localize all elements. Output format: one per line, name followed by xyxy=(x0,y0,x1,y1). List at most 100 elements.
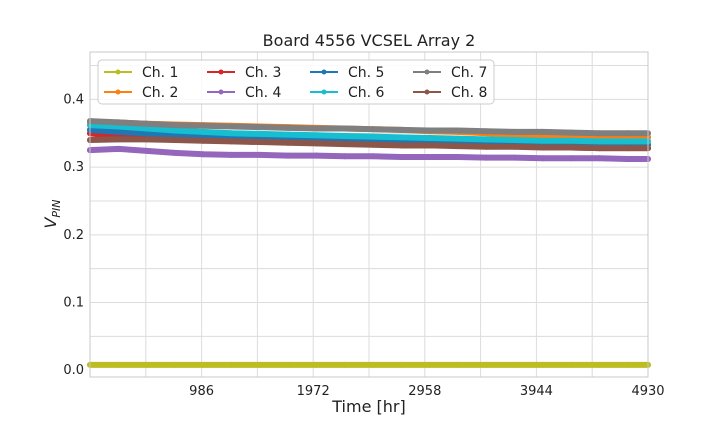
legend-label: Ch. 1 xyxy=(142,65,178,81)
data-point-ch7 xyxy=(369,126,376,133)
data-point-ch1 xyxy=(171,361,178,368)
data-point-ch6 xyxy=(313,132,320,139)
x-tick-label: 4930 xyxy=(631,384,664,399)
data-point-ch1 xyxy=(341,361,348,368)
data-point-ch8 xyxy=(143,136,150,143)
data-point-ch8 xyxy=(256,139,263,146)
data-point-ch1 xyxy=(398,361,405,368)
data-point-ch4 xyxy=(341,153,348,160)
data-point-ch8 xyxy=(596,145,603,152)
data-point-ch7 xyxy=(454,127,461,134)
data-point-ch4 xyxy=(511,154,518,161)
data-point-ch6 xyxy=(454,135,461,142)
data-point-ch4 xyxy=(115,145,122,152)
y-tick-label: 0.2 xyxy=(63,228,84,243)
data-point-ch4 xyxy=(256,151,263,158)
legend-label: Ch. 8 xyxy=(451,85,487,101)
data-point-ch7 xyxy=(341,125,348,132)
legend-label: Ch. 3 xyxy=(245,65,281,81)
data-point-ch7 xyxy=(398,126,405,133)
data-point-ch6 xyxy=(624,138,631,145)
x-tick-label: 3944 xyxy=(520,384,553,399)
data-point-ch4 xyxy=(483,154,490,161)
data-point-ch4 xyxy=(426,153,433,160)
legend-marker xyxy=(218,89,224,95)
legend-marker xyxy=(321,89,327,95)
data-point-ch7 xyxy=(511,128,518,135)
y-axis-label-main: V xyxy=(41,217,60,229)
legend-entry: Ch. 6 xyxy=(310,85,385,101)
data-point-ch7 xyxy=(596,130,603,137)
data-point-ch4 xyxy=(285,152,292,159)
data-point-ch1 xyxy=(539,361,546,368)
data-point-ch6 xyxy=(256,130,263,137)
data-point-ch5 xyxy=(115,128,122,135)
y-tick-label: 0.1 xyxy=(63,296,84,311)
legend-marker xyxy=(321,69,327,75)
legend: Ch. 1 Ch. 2 Ch. 3 Ch. 4 Ch. 5 Ch. 6 Ch. 7 Ch. 8 xyxy=(97,59,495,105)
data-point-ch4 xyxy=(568,155,575,162)
data-point-ch8 xyxy=(369,141,376,148)
data-point-ch1 xyxy=(115,361,122,368)
data-point-ch8 xyxy=(539,144,546,151)
legend-entry: Ch. 1 xyxy=(104,65,178,81)
y-axis-label: VPIN xyxy=(41,199,63,228)
data-point-ch4 xyxy=(398,153,405,160)
data-point-ch8 xyxy=(341,141,348,148)
data-point-ch8 xyxy=(200,137,207,144)
data-point-ch6 xyxy=(511,137,518,144)
data-point-ch1 xyxy=(454,361,461,368)
legend-entry: Ch. 3 xyxy=(207,65,281,81)
data-point-ch6 xyxy=(228,130,235,137)
legend-entry: Ch. 7 xyxy=(413,65,487,81)
data-point-ch8 xyxy=(624,145,631,152)
x-axis-label: Time [hr] xyxy=(331,397,405,416)
data-point-ch6 xyxy=(341,132,348,139)
y-tick-label: 0.0 xyxy=(63,363,84,378)
data-point-ch4 xyxy=(171,149,178,156)
data-point-ch6 xyxy=(200,128,207,135)
data-point-ch8 xyxy=(483,143,490,150)
data-point-ch1 xyxy=(143,361,150,368)
data-point-ch1 xyxy=(256,361,263,368)
data-point-ch6 xyxy=(143,125,150,132)
x-tick-label: 2958 xyxy=(408,384,441,399)
legend-marker xyxy=(424,69,430,75)
data-point-ch7 xyxy=(539,128,546,135)
data-point-ch6 xyxy=(285,131,292,138)
legend-entry: Ch. 8 xyxy=(413,85,487,101)
data-point-ch6 xyxy=(483,136,490,143)
data-point-ch7 xyxy=(115,119,122,126)
data-point-ch1 xyxy=(568,361,575,368)
data-point-ch7 xyxy=(624,130,631,137)
legend-marker xyxy=(424,89,430,95)
x-tick-label: 986 xyxy=(189,384,214,399)
data-point-ch8 xyxy=(426,142,433,149)
data-point-ch7 xyxy=(200,122,207,129)
data-point-ch6 xyxy=(539,137,546,144)
data-point-ch4 xyxy=(313,152,320,159)
data-point-ch8 xyxy=(511,143,518,150)
data-point-ch4 xyxy=(539,155,546,162)
x-tick-label: 1972 xyxy=(297,384,330,399)
legend-label: Ch. 2 xyxy=(142,85,178,101)
data-point-ch8 xyxy=(285,139,292,146)
data-point-ch5 xyxy=(143,130,150,137)
data-point-ch1 xyxy=(200,361,207,368)
data-point-ch8 xyxy=(171,137,178,144)
data-point-ch1 xyxy=(285,361,292,368)
data-point-ch4 xyxy=(200,151,207,158)
legend-label: Ch. 7 xyxy=(451,65,487,81)
legend-entry: Ch. 5 xyxy=(310,65,384,81)
data-point-ch6 xyxy=(426,134,433,141)
data-point-ch1 xyxy=(596,361,603,368)
y-axis-ticks: 0.0 0.1 0.2 0.3 0.4 xyxy=(63,92,84,378)
data-point-ch8 xyxy=(313,140,320,147)
legend-marker xyxy=(218,69,224,75)
y-tick-label: 0.4 xyxy=(63,92,84,107)
data-point-ch7 xyxy=(568,129,575,136)
legend-marker xyxy=(115,89,121,95)
data-point-ch4 xyxy=(454,153,461,160)
data-point-ch1 xyxy=(511,361,518,368)
legend-entry: Ch. 2 xyxy=(104,85,178,101)
